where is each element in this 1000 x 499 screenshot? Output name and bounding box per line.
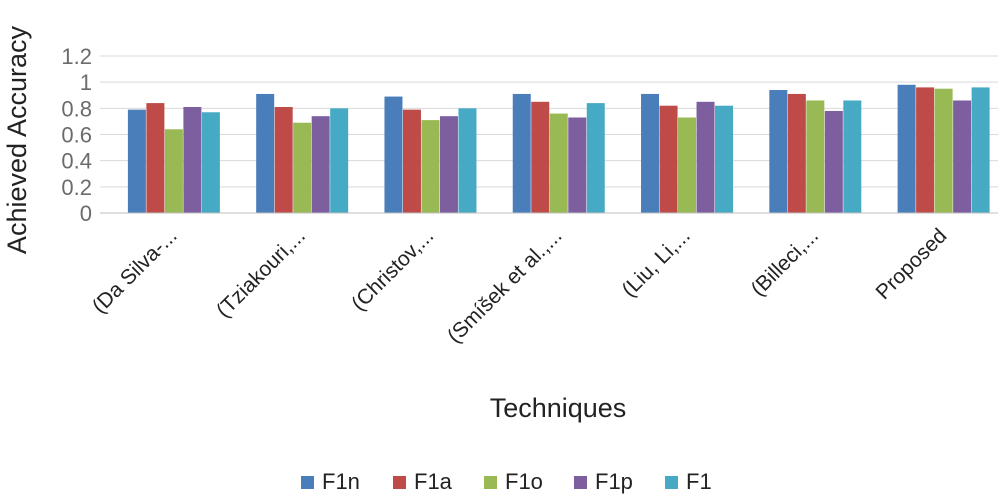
bar-f1-2	[458, 108, 477, 213]
category-label: (Liu, Li,...	[617, 224, 694, 301]
category-label: (Smíšek et al.,...	[443, 224, 567, 348]
bar-f1a-3	[531, 101, 550, 213]
bar-f1n-3	[512, 93, 531, 213]
bar-f1a-2	[402, 109, 421, 213]
legend-swatch-f1p	[574, 476, 587, 489]
x-axis-title: Techniques	[490, 393, 627, 423]
bar-f1o-0	[164, 129, 183, 213]
legend-swatch-f1n	[301, 476, 314, 489]
bars	[127, 84, 990, 214]
bar-f1a-1	[274, 107, 293, 213]
legend-swatch-f1	[665, 476, 678, 489]
y-tick-label: 0.8	[61, 96, 92, 121]
bar-f1p-2	[439, 116, 458, 213]
bar-f1p-5	[824, 110, 843, 213]
bar-f1n-2	[384, 96, 403, 213]
category-label: Proposed	[872, 224, 952, 304]
bar-f1a-6	[916, 87, 935, 213]
bar-f1-1	[330, 108, 349, 213]
y-tick-label: 1.2	[61, 44, 92, 69]
bar-f1o-2	[421, 120, 440, 213]
category-label: (Da Silva-...	[88, 224, 182, 318]
y-tick-label: 0.2	[61, 175, 92, 200]
bar-f1p-1	[311, 116, 330, 213]
bar-f1a-0	[146, 103, 165, 213]
legend-swatch-f1a	[393, 476, 406, 489]
legend-label-f1a: F1a	[414, 469, 453, 494]
legend-label-f1p: F1p	[595, 469, 633, 494]
bar-f1o-5	[806, 100, 825, 213]
bar-f1o-6	[934, 88, 953, 213]
bar-f1a-4	[659, 105, 678, 213]
bar-f1o-4	[678, 117, 697, 213]
bar-f1n-0	[127, 109, 146, 213]
y-axis-tick-labels: 00.20.40.60.811.2	[61, 44, 92, 226]
category-label: (Billeci,...	[747, 224, 824, 301]
bar-f1-4	[715, 105, 734, 213]
bar-f1n-4	[641, 93, 660, 213]
bar-f1n-6	[897, 84, 916, 214]
bar-f1p-0	[183, 107, 202, 213]
legend-label-f1: F1	[686, 469, 712, 494]
legend-swatch-f1o	[484, 476, 497, 489]
y-axis-title: Achieved Accuracy	[2, 25, 32, 254]
bar-f1p-3	[568, 117, 587, 213]
bar-f1-5	[843, 100, 862, 213]
bar-f1-3	[586, 103, 605, 213]
bar-f1n-5	[769, 90, 788, 213]
bar-f1n-1	[256, 93, 275, 213]
y-tick-label: 0.4	[61, 149, 92, 174]
bar-f1-6	[971, 87, 990, 213]
category-label: (Christov,...	[347, 224, 438, 315]
bar-f1-0	[201, 112, 220, 213]
y-tick-label: 0.6	[61, 123, 92, 148]
bar-f1p-6	[953, 100, 972, 213]
y-tick-label: 1	[80, 70, 92, 95]
bar-f1p-4	[696, 101, 715, 213]
legend-label-f1n: F1n	[322, 469, 360, 494]
category-labels: (Da Silva-... (Tziakouri,... (Christov,...…	[88, 224, 952, 348]
legend-label-f1o: F1o	[505, 469, 543, 494]
bar-f1o-1	[293, 122, 312, 213]
bar-f1o-3	[549, 113, 568, 213]
y-tick-label: 0	[80, 201, 92, 226]
category-label: (Tziakouri,...	[212, 224, 310, 322]
bar-f1a-5	[787, 93, 806, 213]
legend: F1n F1a F1o F1p F1	[301, 469, 712, 494]
